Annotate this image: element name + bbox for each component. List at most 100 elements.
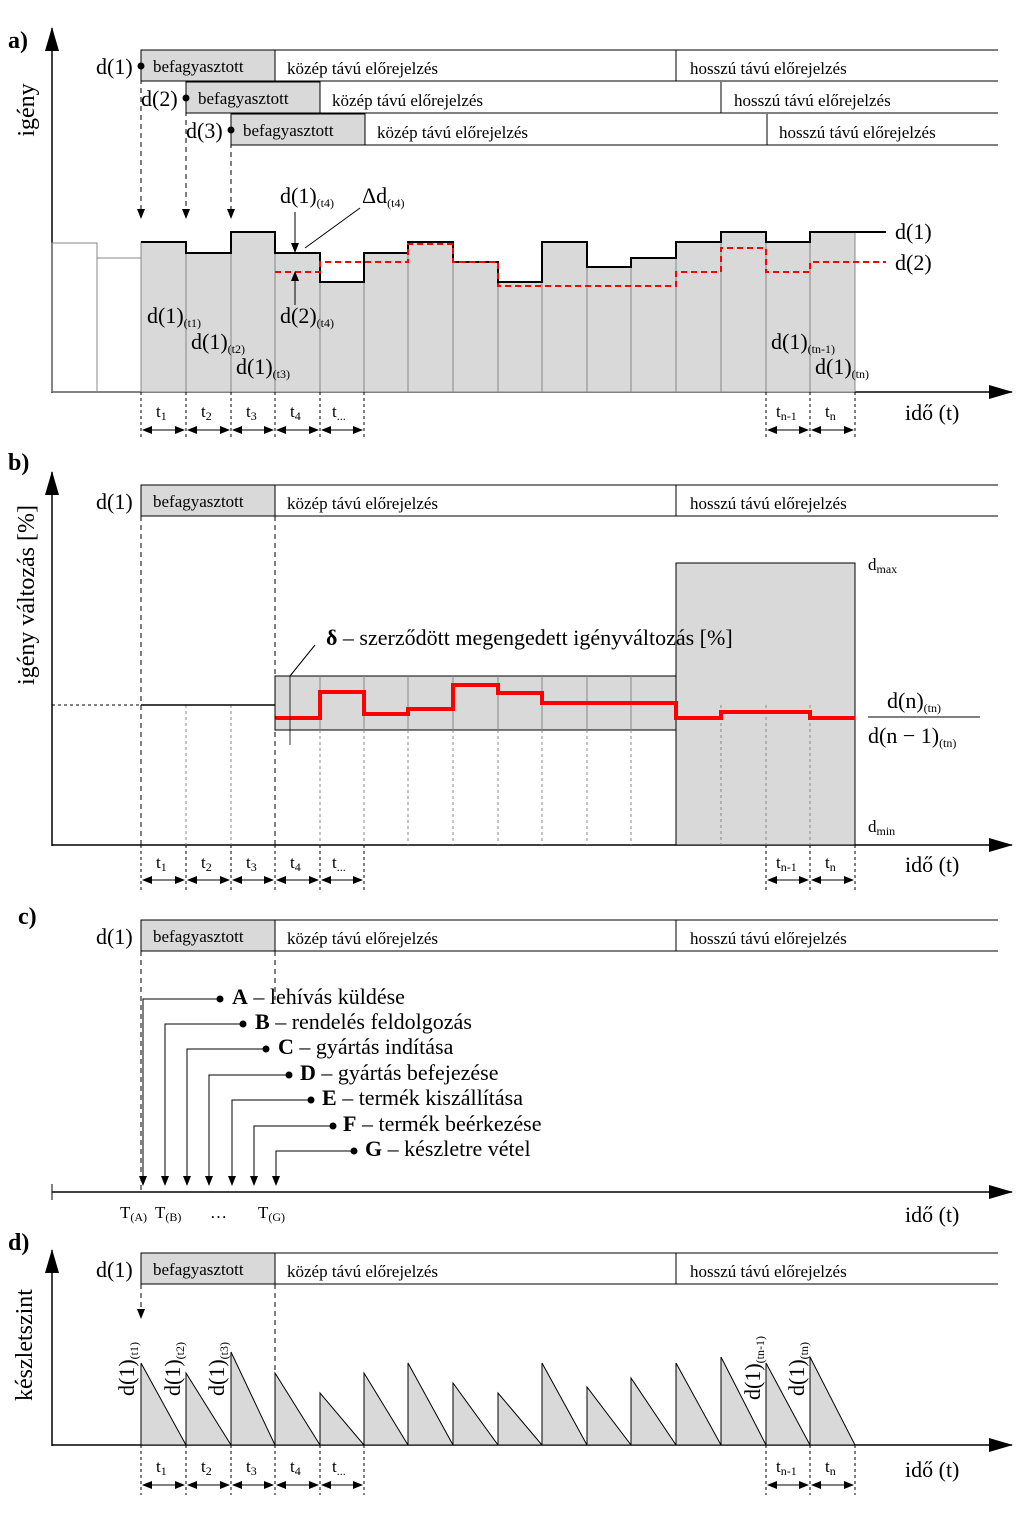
dmin-label: dmin — [868, 817, 895, 838]
frozen-label: befagyasztott — [198, 89, 289, 108]
time-intervals-d: t1 t2 t3 t4 t... tn-1 tn idő (t) — [140, 1445, 959, 1495]
panel-a: a) igény befagyasztott közép távú előrej… — [8, 27, 1013, 440]
svg-text:t3: t3 — [246, 402, 257, 423]
panel-label-b: b) — [8, 450, 29, 476]
t-b-label: T(B) — [155, 1203, 181, 1224]
mid-label: közép távú előrejelzés — [377, 123, 528, 142]
svg-text:közép távú előrejelzés: közép távú előrejelzés — [287, 929, 438, 948]
svg-text:t4: t4 — [290, 1457, 301, 1478]
svg-text:t2: t2 — [201, 1457, 212, 1478]
svg-text:d(1): d(1) — [96, 924, 133, 949]
horizon-row-1: befagyasztott közép távú előrejelzés hos… — [96, 49, 998, 82]
svg-text:befagyasztott: befagyasztott — [153, 927, 244, 946]
step-g: G – készletre vétel — [365, 1136, 531, 1161]
time-intervals-a: t1 t2 t3 t4 t... tn-1 tn idő (t) — [140, 392, 959, 440]
long-label: hosszú távú előrejelzés — [690, 59, 847, 78]
y-axis-label-a: igény — [14, 83, 40, 136]
panel-c: c) befagyasztott közép távú előrejelzés … — [18, 904, 1013, 1227]
svg-text:t1: t1 — [156, 1457, 167, 1478]
d1-tn1-label: d(1)(tn-1) — [771, 329, 835, 356]
step-b: B – rendelés feldolgozás — [255, 1009, 472, 1034]
svg-text:t3: t3 — [246, 853, 257, 874]
step-e: E – termék kiszállítása — [322, 1085, 523, 1110]
d1-label: d(1) — [96, 54, 133, 79]
svg-text:t4: t4 — [290, 402, 301, 423]
svg-text:tn: tn — [825, 853, 836, 874]
horizon-row-c: befagyasztott közép távú előrejelzés hos… — [96, 919, 998, 952]
d2-t4-label: d(2)(t4) — [280, 303, 334, 330]
d1-tn1-rot: d(1)(tn-1) — [740, 1336, 767, 1400]
d1-t4-label: d(1)(t4) — [280, 183, 334, 210]
d1-t1-rot: d(1)(t1) — [114, 1342, 141, 1396]
delta-d-label: Δd(t4) — [362, 183, 404, 210]
long-label: hosszú távú előrejelzés — [779, 123, 936, 142]
t-g-label: T(G) — [258, 1203, 285, 1224]
frozen-label: befagyasztott — [153, 57, 244, 76]
svg-text:közép távú előrejelzés: közép távú előrejelzés — [287, 494, 438, 513]
y-axis-label-b: igény változás [%] — [14, 505, 40, 685]
d1-t3-label: d(1)(t3) — [236, 354, 290, 381]
dmax-label: dmax — [868, 555, 897, 576]
mid-label: közép távú előrejelzés — [332, 91, 483, 110]
svg-text:t...: t... — [332, 1457, 346, 1478]
d1-t2-rot: d(1)(t2) — [160, 1342, 187, 1396]
svg-text:idő (t): idő (t) — [905, 852, 959, 877]
t-a-label: T(A) — [120, 1203, 147, 1224]
panel-label-a: a) — [8, 28, 28, 54]
panel-label-d: d) — [8, 1230, 29, 1256]
d1-tn-rot: d(1)(tn) — [784, 1342, 811, 1396]
y-axis-label-d: készletszint — [12, 1289, 38, 1401]
frozen-label: befagyasztott — [243, 121, 334, 140]
demand-bars — [140, 231, 856, 393]
svg-text:idő (t): idő (t) — [905, 1202, 959, 1227]
horizon-row-b: befagyasztott közép távú előrejelzés hos… — [96, 484, 998, 517]
d3-label: d(3) — [186, 118, 223, 143]
d1-t3-rot: d(1)(t3) — [204, 1342, 231, 1396]
legend-d2: d(2) — [895, 250, 932, 275]
ratio-line — [275, 683, 855, 720]
time-intervals-b: t1 t2 t3 t4 t... tn-1 tn idő (t) — [140, 845, 959, 890]
svg-text:tn-1: tn-1 — [776, 1457, 797, 1478]
svg-text:d(1): d(1) — [96, 1257, 133, 1282]
d1-t2-label: d(1)(t2) — [191, 329, 245, 356]
process-steps — [139, 998, 354, 1186]
svg-text:idő (t): idő (t) — [905, 1457, 959, 1482]
ratio-den: d(n − 1)(tn) — [868, 723, 956, 750]
svg-text:tn-1: tn-1 — [776, 853, 797, 874]
d1-t1-label: d(1)(t1) — [147, 303, 201, 330]
svg-text:hosszú távú előrejelzés: hosszú távú előrejelzés — [690, 494, 847, 513]
ratio-num: d(n)(tn) — [887, 688, 941, 715]
svg-text:befagyasztott: befagyasztott — [153, 1260, 244, 1279]
d2-label: d(2) — [141, 86, 178, 111]
panel-d: d) készletszint befagyasztott közép távú… — [8, 1230, 1013, 1495]
horizon-row-2: befagyasztott közép távú előrejelzés hos… — [141, 81, 998, 114]
svg-text:tn: tn — [825, 402, 836, 423]
svg-text:t...: t... — [332, 402, 346, 423]
step-d: D – gyártás befejezése — [300, 1060, 499, 1085]
svg-text:t1: t1 — [156, 853, 167, 874]
svg-text:t2: t2 — [201, 853, 212, 874]
svg-text:befagyasztott: befagyasztott — [153, 492, 244, 511]
svg-text:közép távú előrejelzés: közép távú előrejelzés — [287, 1262, 438, 1281]
svg-text:t3: t3 — [246, 1457, 257, 1478]
svg-text:t4: t4 — [290, 853, 301, 874]
svg-text:hosszú távú előrejelzés: hosszú távú előrejelzés — [690, 929, 847, 948]
delta-text: δ – szerződött megengedett igényváltozás… — [326, 625, 733, 650]
inventory-sawtooth — [140, 1351, 856, 1446]
horizon-row-d: befagyasztott közép távú előrejelzés hos… — [96, 1252, 998, 1285]
panel-b: b) igény változás [%] befagyasztott közé… — [8, 450, 1013, 890]
time-axis-label: idő (t) — [905, 400, 959, 425]
svg-text:t1: t1 — [156, 402, 167, 423]
step-a: A – lehívás küldése — [232, 984, 405, 1009]
svg-text:hosszú távú előrejelzés: hosszú távú előrejelzés — [690, 1262, 847, 1281]
svg-text:t...: t... — [332, 853, 346, 874]
panel-label-c: c) — [18, 904, 37, 930]
long-label: hosszú távú előrejelzés — [734, 91, 891, 110]
d1-tn-label: d(1)(tn) — [815, 354, 869, 381]
d1-line — [141, 231, 886, 283]
d2-line — [275, 243, 886, 287]
mid-label: közép távú előrejelzés — [287, 59, 438, 78]
svg-text:d(1): d(1) — [96, 489, 133, 514]
legend-d1: d(1) — [895, 219, 932, 244]
